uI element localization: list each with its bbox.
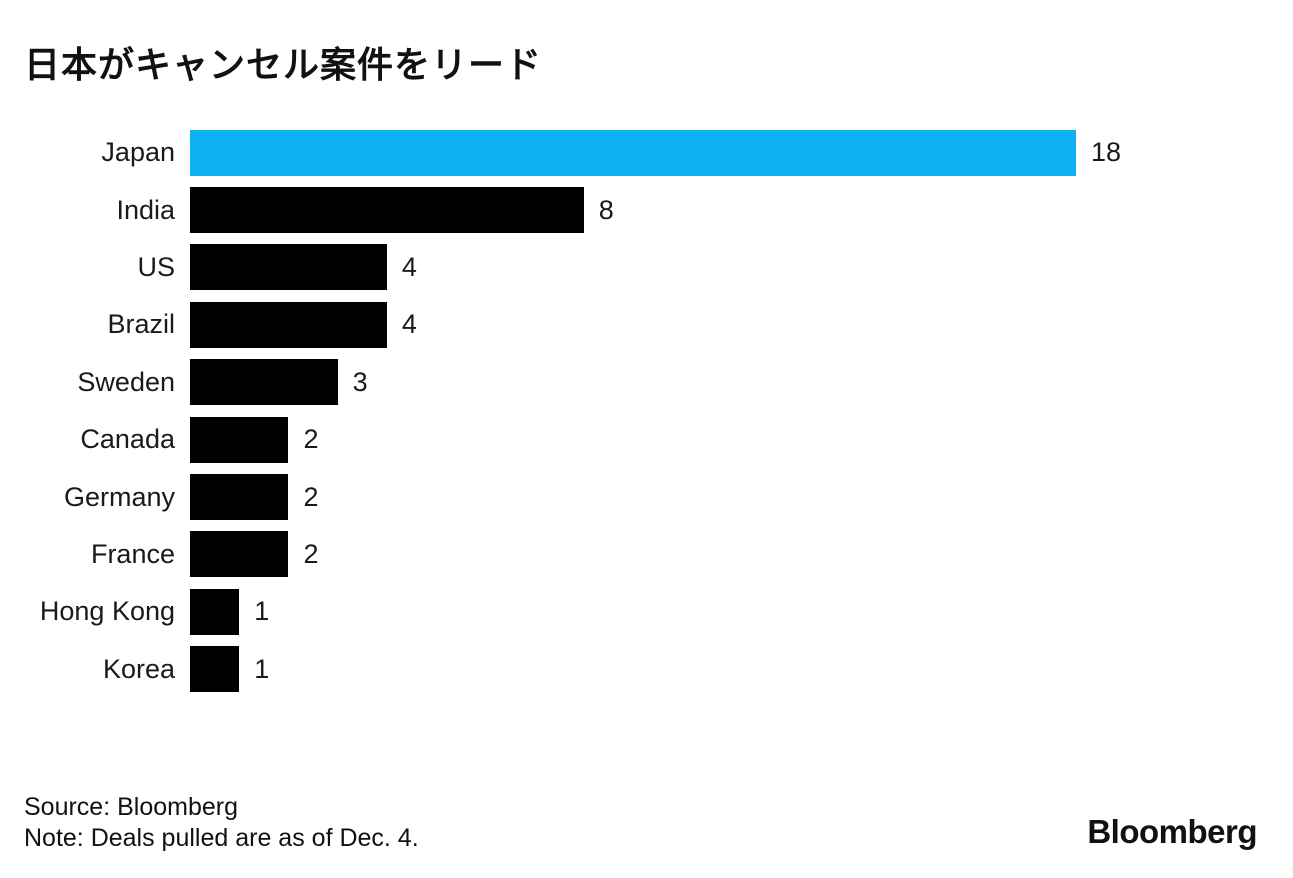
chart-row: India 8: [24, 181, 1269, 238]
bar-japan: [190, 129, 1076, 176]
value-label: 4: [401, 251, 417, 282]
value-label: 2: [303, 424, 319, 455]
bar-france: [190, 531, 289, 578]
bar-us: [190, 244, 387, 291]
chart-row: Japan 18: [24, 124, 1269, 181]
chart-row: Brazil 4: [24, 296, 1269, 353]
note-text: Note: Deals pulled are as of Dec. 4.: [24, 824, 419, 852]
bar-germany: [190, 474, 289, 521]
chart-row: Sweden 3: [24, 354, 1269, 411]
bar-chart: Japan 18 India 8 US 4 Brazil 4 Sweden 3 Canada 2 Ger…: [24, 124, 1269, 698]
bar-brazil: [190, 301, 387, 348]
value-label: 3: [352, 366, 368, 397]
source-text: Source: Bloomberg: [24, 793, 239, 821]
value-label: 4: [401, 309, 417, 340]
category-label: Canada: [80, 424, 175, 455]
value-label: 18: [1091, 137, 1122, 168]
category-label: France: [90, 538, 175, 569]
category-label: Korea: [102, 653, 175, 684]
bloomberg-logo: Bloomberg: [1087, 813, 1257, 850]
chart-title: 日本がキャンセル案件をリード: [24, 44, 543, 85]
bar-hong-kong: [190, 588, 240, 635]
category-label: Germany: [63, 481, 175, 512]
value-label: 1: [254, 596, 270, 627]
bar-canada: [190, 416, 289, 463]
category-label: Hong Kong: [39, 596, 175, 627]
chart-row: Canada 2: [24, 411, 1269, 468]
chart-row: Korea 1: [24, 641, 1269, 698]
chart-row: US 4: [24, 239, 1269, 296]
chart-row: France 2: [24, 526, 1269, 583]
category-label: US: [137, 251, 175, 282]
value-label: 1: [254, 653, 270, 684]
value-label: 2: [303, 538, 319, 569]
bar-india: [190, 187, 584, 234]
category-label: Brazil: [107, 309, 175, 340]
chart-footer: Source: Bloomberg Note: Deals pulled are…: [24, 792, 419, 854]
chart-row: Germany 2: [24, 468, 1269, 525]
category-label: India: [116, 194, 175, 225]
value-label: 8: [598, 194, 614, 225]
bar-sweden: [190, 359, 338, 406]
value-label: 2: [303, 481, 319, 512]
category-label: Japan: [101, 137, 175, 168]
category-label: Sweden: [77, 366, 175, 397]
chart-row: Hong Kong 1: [24, 583, 1269, 640]
bar-korea: [190, 646, 240, 693]
